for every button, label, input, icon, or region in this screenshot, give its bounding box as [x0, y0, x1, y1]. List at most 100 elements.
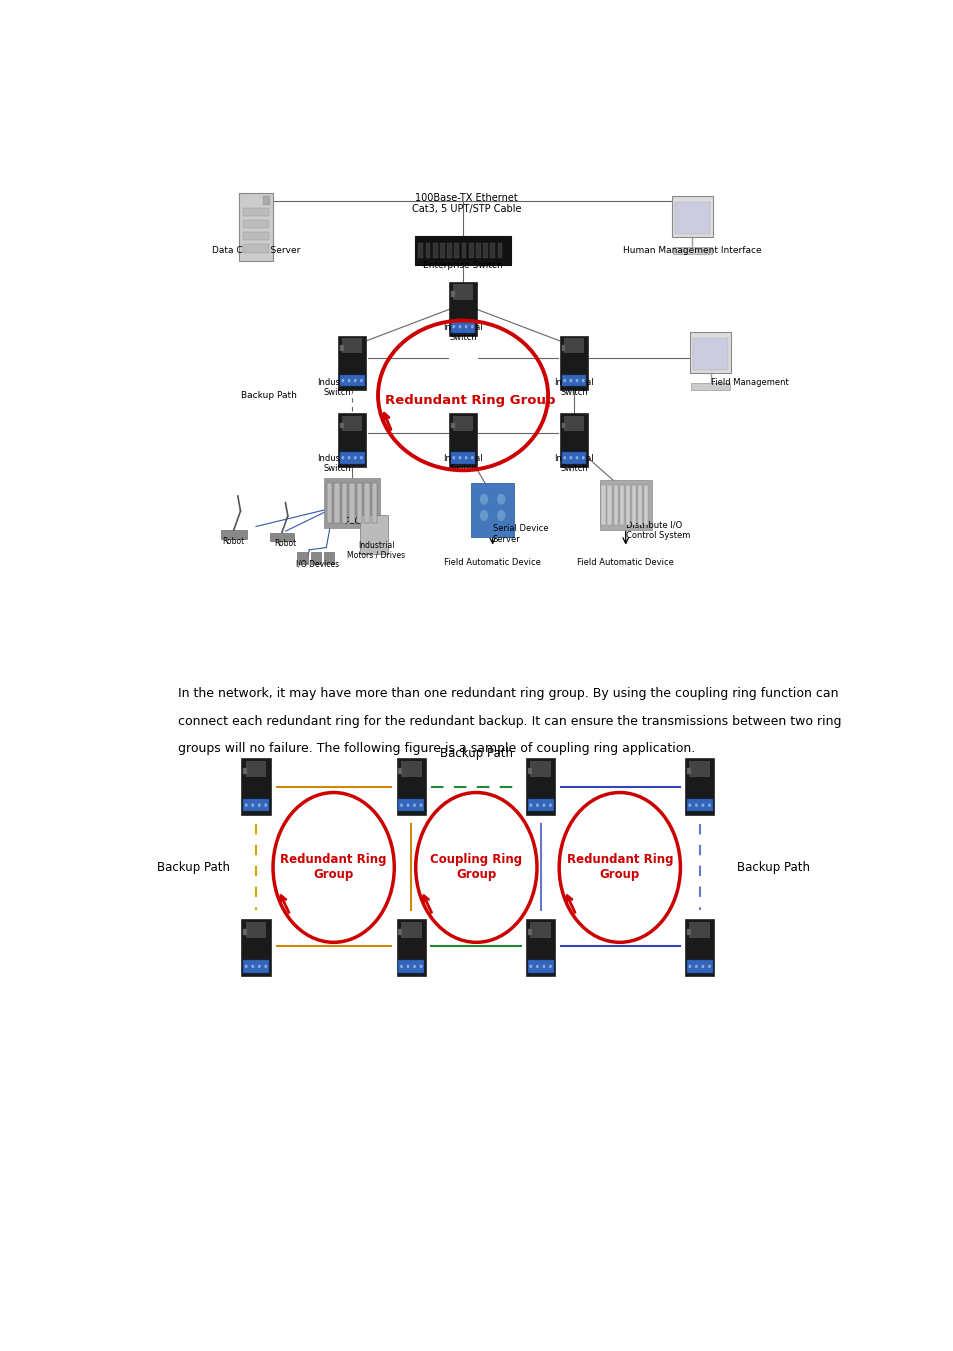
Circle shape: [342, 380, 343, 381]
FancyBboxPatch shape: [418, 243, 423, 258]
Text: Industrial
Motors / Drives: Industrial Motors / Drives: [347, 540, 405, 559]
Circle shape: [530, 966, 531, 967]
Text: Industrial
Switch: Industrial Switch: [554, 378, 593, 397]
Text: Robot: Robot: [222, 538, 245, 546]
Circle shape: [400, 804, 402, 807]
FancyBboxPatch shape: [397, 798, 424, 812]
Text: I/O Devices: I/O Devices: [295, 559, 338, 569]
FancyBboxPatch shape: [527, 798, 553, 812]
FancyBboxPatch shape: [559, 413, 587, 467]
Circle shape: [414, 966, 415, 967]
FancyBboxPatch shape: [439, 243, 444, 258]
FancyBboxPatch shape: [450, 451, 475, 463]
FancyBboxPatch shape: [600, 485, 605, 526]
Circle shape: [570, 457, 571, 459]
Circle shape: [348, 380, 350, 381]
Circle shape: [549, 804, 551, 807]
FancyBboxPatch shape: [262, 196, 270, 205]
Circle shape: [348, 457, 350, 459]
Text: 100Base-TX Ethernet
Cat3, 5 UPT/STP Cable: 100Base-TX Ethernet Cat3, 5 UPT/STP Cabl…: [412, 193, 521, 215]
Circle shape: [701, 804, 703, 807]
FancyBboxPatch shape: [324, 478, 379, 528]
Circle shape: [407, 804, 408, 807]
Circle shape: [708, 804, 709, 807]
Text: Enterprise Switch: Enterprise Switch: [423, 261, 502, 270]
FancyBboxPatch shape: [693, 338, 727, 370]
Circle shape: [563, 380, 565, 381]
Circle shape: [688, 966, 690, 967]
FancyBboxPatch shape: [527, 961, 553, 973]
FancyBboxPatch shape: [342, 338, 361, 354]
Text: Field Automatic Device: Field Automatic Device: [444, 558, 540, 567]
Text: Coupling Ring
Group: Coupling Ring Group: [430, 854, 522, 881]
FancyBboxPatch shape: [242, 245, 269, 253]
Circle shape: [360, 457, 362, 459]
Circle shape: [458, 326, 460, 328]
FancyBboxPatch shape: [563, 338, 583, 354]
FancyBboxPatch shape: [686, 961, 712, 973]
Circle shape: [258, 966, 260, 967]
Circle shape: [695, 804, 697, 807]
FancyBboxPatch shape: [339, 423, 343, 428]
FancyBboxPatch shape: [490, 243, 495, 258]
FancyBboxPatch shape: [337, 335, 366, 389]
FancyBboxPatch shape: [356, 484, 362, 523]
Circle shape: [480, 494, 487, 504]
FancyBboxPatch shape: [684, 919, 714, 977]
Circle shape: [245, 804, 247, 807]
Text: Industrial
Switch: Industrial Switch: [554, 454, 593, 473]
FancyBboxPatch shape: [400, 761, 421, 777]
FancyBboxPatch shape: [561, 346, 565, 351]
Circle shape: [342, 457, 343, 459]
FancyBboxPatch shape: [690, 332, 730, 373]
Circle shape: [265, 966, 266, 967]
Text: Industrial
Switch: Industrial Switch: [317, 378, 356, 397]
Circle shape: [245, 966, 247, 967]
FancyBboxPatch shape: [341, 484, 347, 523]
FancyBboxPatch shape: [334, 484, 339, 523]
FancyBboxPatch shape: [243, 767, 247, 774]
Circle shape: [688, 804, 690, 807]
FancyBboxPatch shape: [690, 382, 730, 389]
Circle shape: [407, 966, 408, 967]
FancyBboxPatch shape: [397, 961, 424, 973]
FancyBboxPatch shape: [339, 346, 343, 351]
Circle shape: [582, 380, 583, 381]
Circle shape: [542, 804, 544, 807]
FancyBboxPatch shape: [243, 929, 247, 935]
Circle shape: [480, 511, 487, 520]
Text: Data Collect Server: Data Collect Server: [212, 246, 300, 254]
FancyBboxPatch shape: [400, 921, 421, 938]
Circle shape: [400, 966, 402, 967]
FancyBboxPatch shape: [311, 551, 321, 565]
FancyBboxPatch shape: [342, 416, 361, 431]
Circle shape: [414, 804, 415, 807]
Circle shape: [420, 966, 421, 967]
FancyBboxPatch shape: [461, 243, 466, 258]
Circle shape: [701, 966, 703, 967]
Text: groups will no failure. The following figure is a sample of coupling ring applic: groups will no failure. The following fi…: [178, 742, 695, 755]
FancyBboxPatch shape: [243, 798, 269, 812]
FancyBboxPatch shape: [689, 921, 709, 938]
Text: Industrial
Switch: Industrial Switch: [443, 454, 482, 473]
FancyBboxPatch shape: [599, 481, 651, 531]
FancyBboxPatch shape: [246, 921, 266, 938]
Circle shape: [549, 966, 551, 967]
Text: In the network, it may have more than one redundant ring group. By using the cou: In the network, it may have more than on…: [178, 688, 838, 700]
Text: Distribute I/O
Control System: Distribute I/O Control System: [625, 520, 689, 540]
Circle shape: [458, 457, 460, 459]
FancyBboxPatch shape: [686, 929, 690, 935]
Circle shape: [420, 804, 421, 807]
Text: Serial Device
Server: Serial Device Server: [492, 524, 548, 543]
FancyBboxPatch shape: [220, 530, 247, 539]
FancyBboxPatch shape: [396, 919, 426, 977]
FancyBboxPatch shape: [450, 423, 454, 428]
FancyBboxPatch shape: [450, 292, 454, 297]
FancyBboxPatch shape: [397, 767, 402, 774]
FancyBboxPatch shape: [530, 761, 551, 777]
FancyBboxPatch shape: [454, 243, 458, 258]
FancyBboxPatch shape: [242, 232, 269, 240]
Text: Backup Path: Backup Path: [240, 390, 296, 400]
FancyBboxPatch shape: [246, 761, 266, 777]
FancyBboxPatch shape: [453, 285, 473, 300]
